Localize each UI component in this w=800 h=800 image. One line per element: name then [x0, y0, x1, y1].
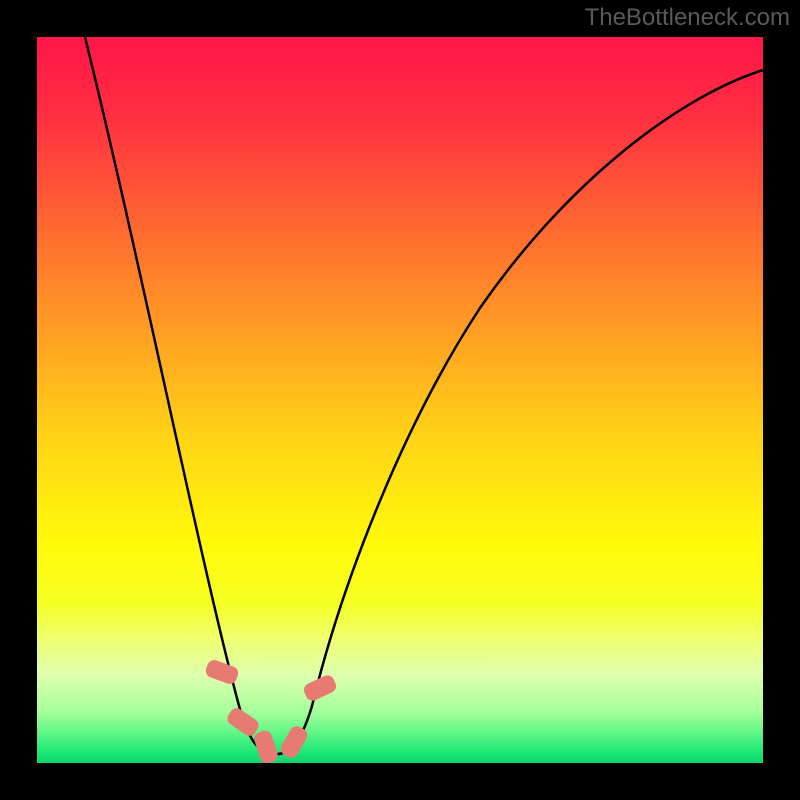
- chart-canvas: TheBottleneck.com: [0, 0, 800, 800]
- chart-svg: [0, 0, 800, 800]
- watermark-text: TheBottleneck.com: [585, 4, 790, 32]
- gradient-background: [37, 37, 763, 763]
